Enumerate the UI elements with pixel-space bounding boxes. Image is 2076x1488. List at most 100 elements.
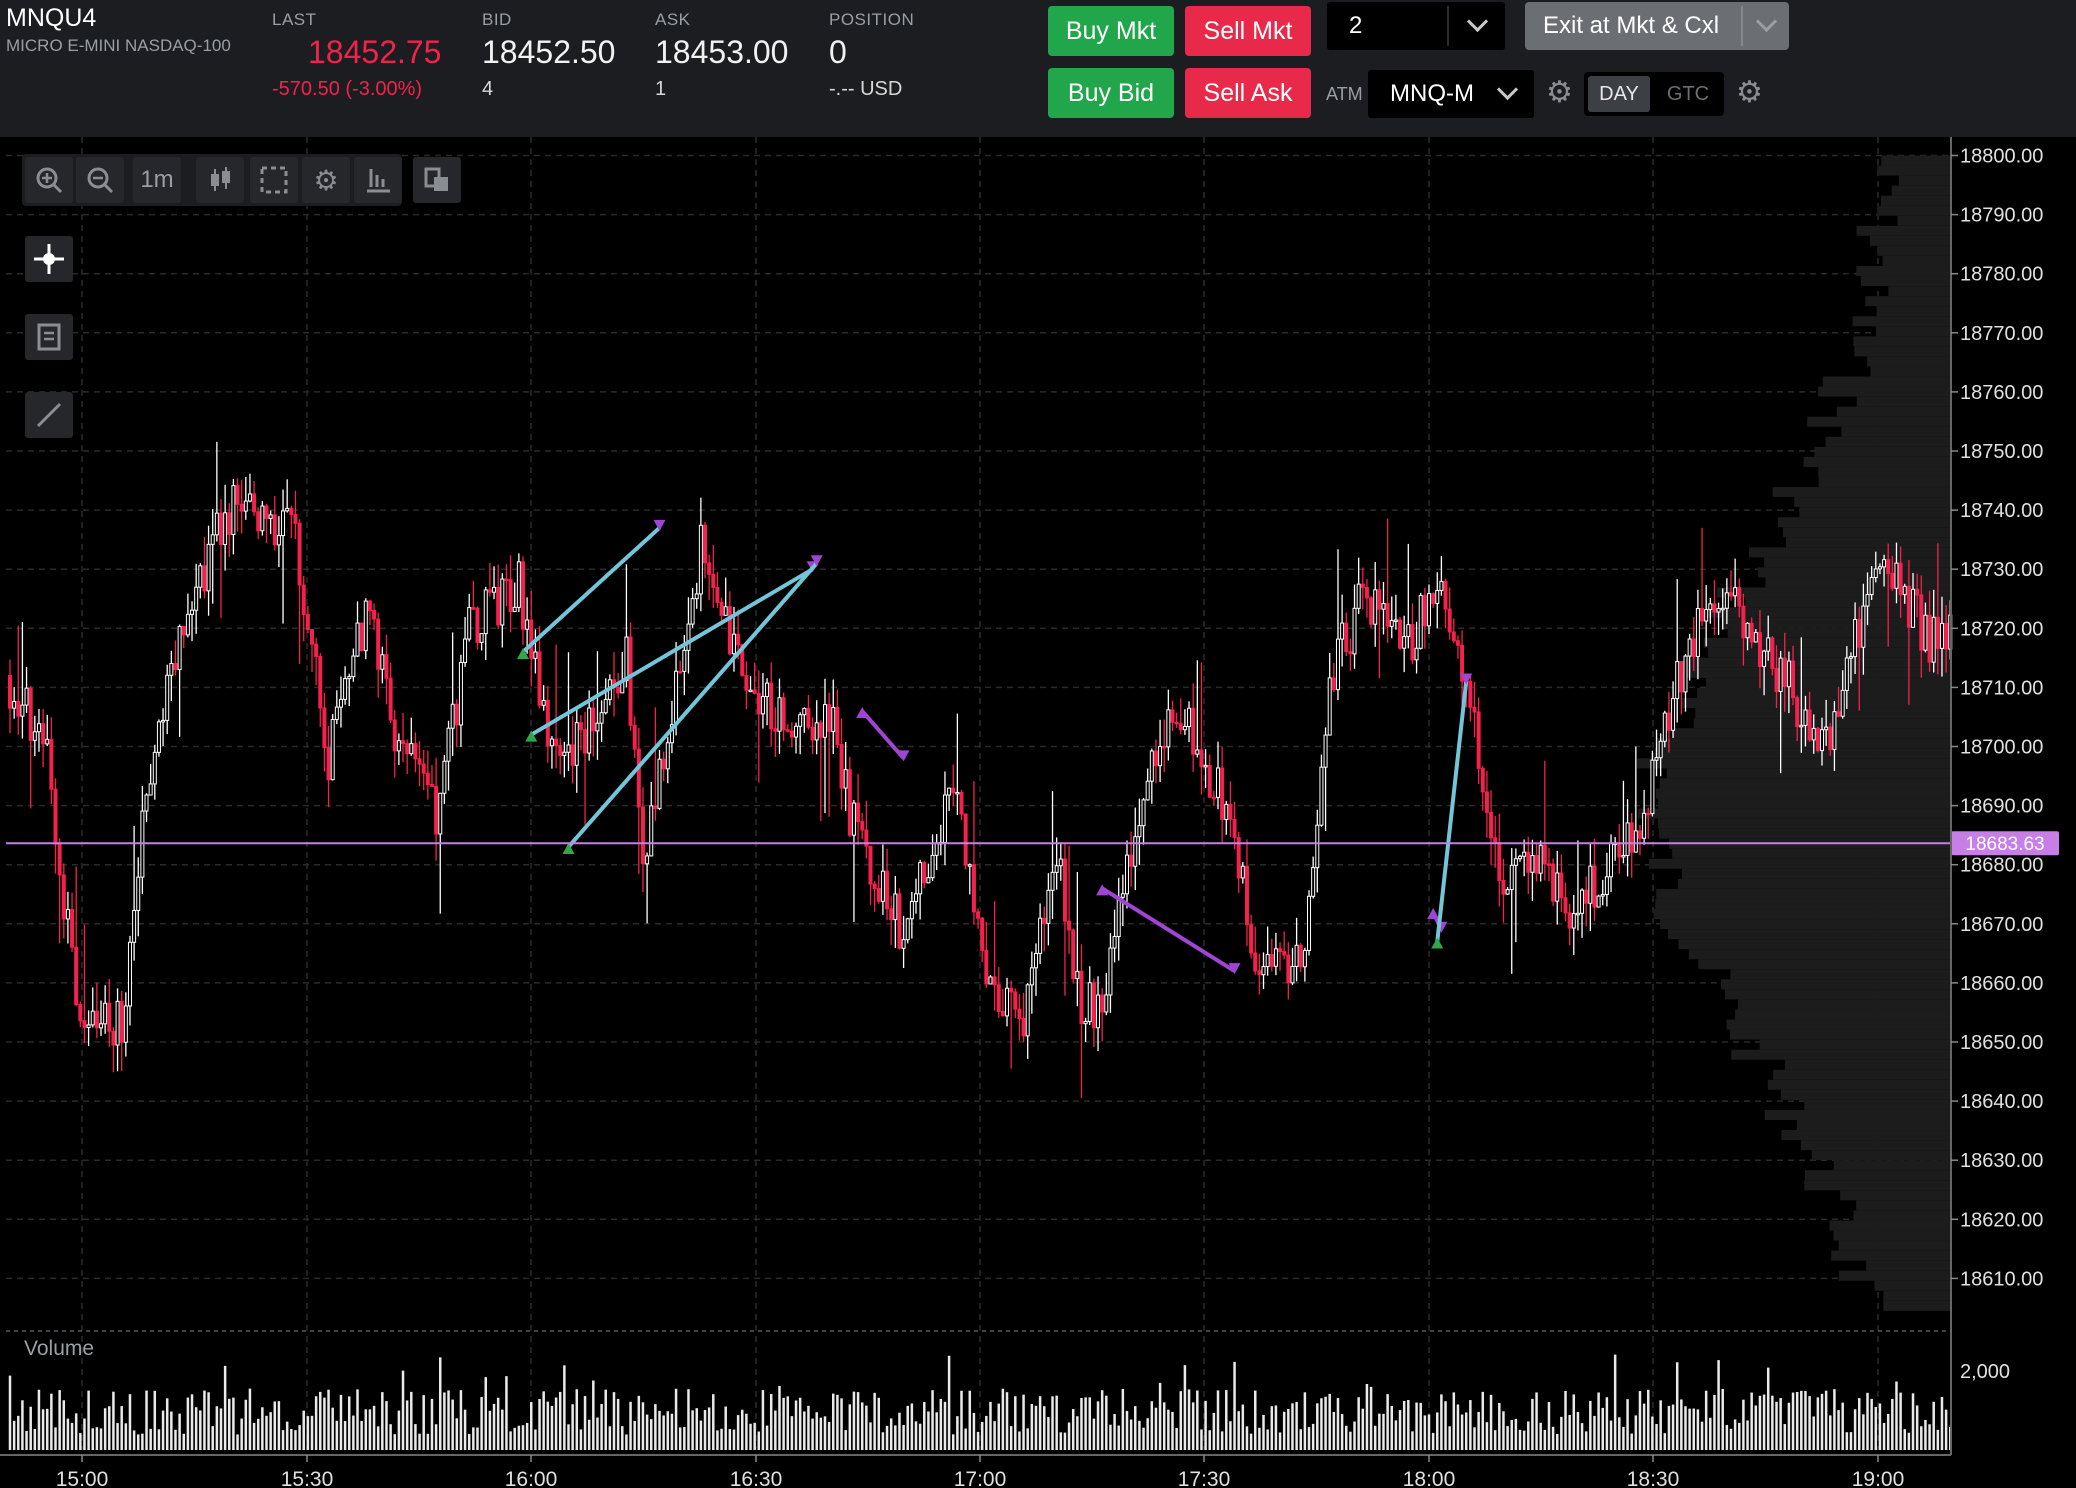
notes-button[interactable] [25, 314, 73, 360]
candle-down [1178, 723, 1183, 731]
candle-up [1869, 577, 1874, 596]
candle-down [61, 874, 66, 920]
candle-down [1584, 889, 1589, 904]
candle-down [202, 565, 207, 592]
tif-gtc-option[interactable]: GTC [1666, 82, 1710, 105]
trend-line[interactable] [860, 709, 906, 760]
candle-up [409, 743, 414, 755]
profile-bar [1804, 1180, 1950, 1191]
profile-bar [1655, 738, 1950, 749]
trend-line[interactable] [1101, 886, 1236, 973]
candle-up [802, 707, 807, 716]
candle-up [1046, 889, 1051, 924]
symbol: MNQU4 [6, 4, 97, 32]
candle-up [731, 633, 736, 655]
atm-select[interactable]: MNQ-M [1368, 70, 1534, 118]
chevron-down-icon [1466, 10, 1489, 33]
candle-up [1931, 616, 1936, 663]
profile-bar [1853, 1210, 1950, 1221]
price-chart[interactable]: 18683.63 Volume 18800.00 18790.00 18780.00… [0, 137, 2076, 1488]
candle-down [1815, 727, 1820, 752]
candle-down [1455, 640, 1460, 646]
trend-line[interactable] [521, 526, 661, 654]
candle-up [1373, 589, 1378, 625]
candle-up [115, 1000, 120, 1046]
candle-up [1224, 803, 1229, 821]
candle-down [314, 643, 319, 657]
candle-down [1741, 605, 1746, 639]
bar-spacing-button[interactable] [354, 157, 402, 203]
candle-up [909, 900, 914, 920]
candle-up [1108, 947, 1113, 996]
candle-down [264, 505, 269, 519]
candle-down [1269, 954, 1274, 967]
chart-type-button[interactable] [196, 157, 244, 203]
candle-up [161, 719, 166, 723]
candle-up [1555, 872, 1560, 902]
atm-gear-icon[interactable]: ⚙ [1546, 76, 1573, 109]
tif-gear-icon[interactable]: ⚙ [1736, 76, 1763, 109]
candle-down [181, 625, 186, 636]
candle-down [789, 730, 794, 738]
candle-up [165, 674, 170, 721]
candle-up [442, 760, 447, 794]
trend-line[interactable] [566, 561, 819, 849]
layout-button[interactable] [413, 157, 461, 203]
tif-day-option[interactable]: DAY [1588, 76, 1650, 112]
candle-up [1625, 822, 1630, 856]
candle-up [1600, 893, 1605, 897]
chart-settings-button[interactable]: ⚙ [302, 157, 350, 203]
exit-at-market-button[interactable]: Exit at Mkt & Cxl [1525, 2, 1789, 50]
profile-bar [1856, 1200, 1950, 1211]
quantity-select[interactable]: 2 [1327, 2, 1505, 50]
candle-down [372, 609, 377, 620]
candle-up [1439, 580, 1444, 591]
candle-up [1848, 656, 1853, 659]
candle-up [686, 623, 691, 651]
zoom-out-button[interactable] [76, 157, 124, 203]
candle-down [1344, 622, 1349, 653]
profile-bar [1898, 175, 1950, 186]
candle-down [1546, 863, 1551, 866]
atm-label: ATM [1326, 84, 1363, 104]
profile-bar [1759, 1039, 1950, 1050]
profile-bar [1874, 1280, 1950, 1291]
position-value: 0 [829, 34, 847, 70]
profile-bar [1767, 1079, 1950, 1090]
sell-ask-button[interactable]: Sell Ask [1185, 68, 1311, 118]
y-tick-label: 18660.00 [1960, 973, 2043, 995]
buy-market-button[interactable]: Buy Mkt [1048, 6, 1174, 56]
sell-market-button[interactable]: Sell Mkt [1185, 6, 1311, 56]
trend-line[interactable] [530, 567, 814, 737]
candle-down [1447, 608, 1452, 633]
profile-bar [1681, 698, 1950, 709]
candle-up [1389, 620, 1394, 627]
draw-line-icon [36, 402, 62, 428]
buy-bid-button[interactable]: Buy Bid [1048, 68, 1174, 118]
candle-up [880, 870, 885, 902]
profile-bar [1653, 909, 1950, 920]
profile-bar [1882, 255, 1950, 266]
candle-up [914, 893, 919, 902]
candle-down [57, 843, 62, 876]
candle-down [1944, 622, 1949, 650]
candle-up [20, 704, 25, 717]
x-tick-label: 17:00 [954, 1468, 1007, 1488]
candle-down [434, 785, 439, 835]
entry-marker [525, 730, 538, 742]
profile-bar [1796, 1120, 1950, 1131]
timeframe-button[interactable]: 1m [133, 157, 181, 203]
draw-line-button[interactable] [25, 392, 73, 438]
profile-bar [1672, 848, 1950, 859]
candle-up [36, 723, 41, 733]
zoom-in-button[interactable] [25, 157, 73, 203]
profile-bar [1831, 1250, 1950, 1261]
trend-line[interactable] [1435, 681, 1469, 942]
candle-up [1187, 707, 1192, 727]
profile-bar [1678, 939, 1950, 950]
profile-bar [1688, 949, 1950, 960]
crosshair-button[interactable] [25, 236, 73, 282]
candle-down [1559, 872, 1564, 899]
candle-up [566, 744, 571, 753]
select-area-button[interactable] [250, 157, 298, 203]
